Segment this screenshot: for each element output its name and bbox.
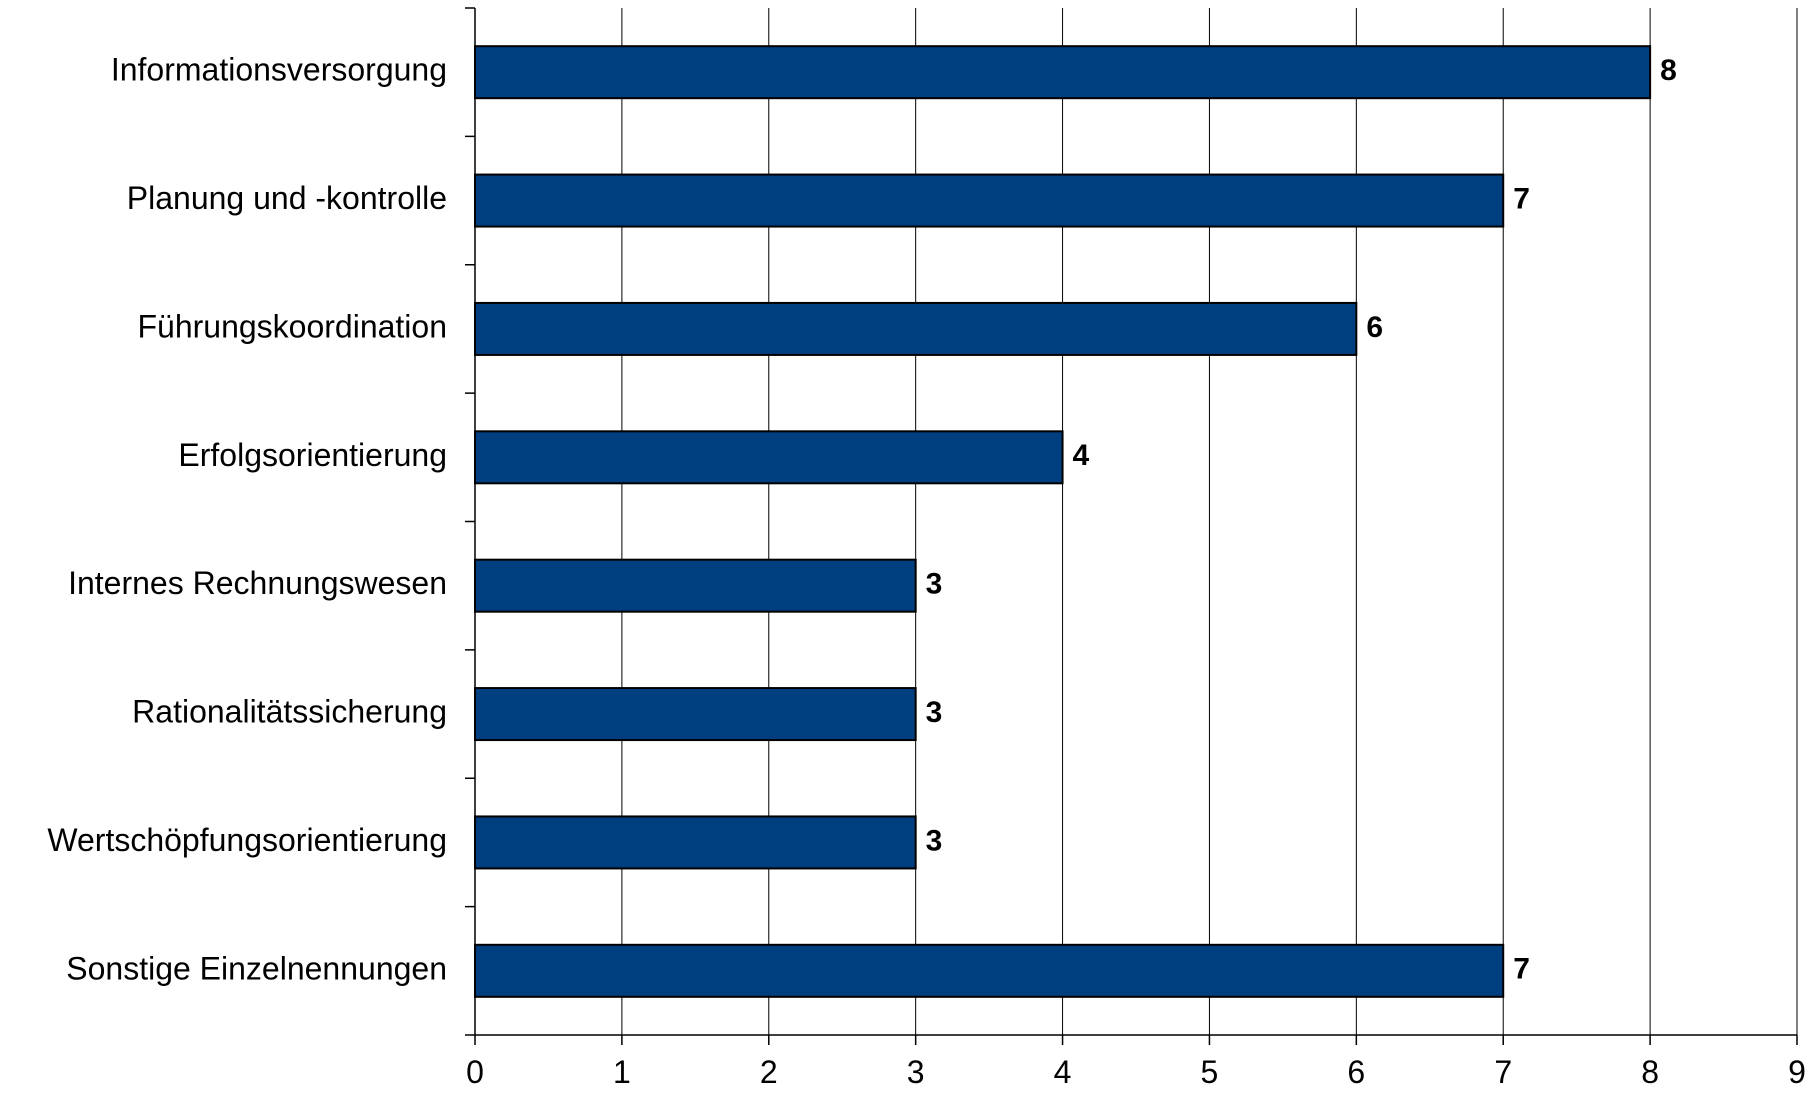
- x-tick-label: 9: [1788, 1054, 1806, 1090]
- bar: [474, 558, 917, 613]
- bar: [474, 45, 1652, 100]
- value-label: 4: [1073, 439, 1090, 472]
- category-label: Internes Rechnungswesen: [68, 565, 447, 601]
- bar: [474, 173, 1505, 228]
- bar: [474, 687, 917, 742]
- bar: [474, 430, 1064, 485]
- bar: [474, 301, 1358, 356]
- category-label: Rationalitätssicherung: [132, 694, 447, 730]
- category-label: Führungskoordination: [137, 308, 447, 344]
- x-tick-label: 5: [1201, 1054, 1219, 1090]
- value-label: 3: [926, 824, 943, 857]
- value-label: 7: [1513, 182, 1530, 215]
- category-label: Informationsversorgung: [111, 52, 447, 88]
- value-label: 3: [926, 568, 943, 601]
- value-label: 8: [1660, 54, 1677, 87]
- category-label: Wertschöpfungsorientierung: [47, 822, 447, 858]
- x-tick-label: 1: [613, 1054, 631, 1090]
- x-tick-label: 8: [1641, 1054, 1659, 1090]
- x-tick-label: 6: [1347, 1054, 1365, 1090]
- value-label: 3: [926, 696, 943, 729]
- value-label: 6: [1366, 311, 1383, 344]
- axes: [465, 7, 1798, 1045]
- value-label: 7: [1513, 953, 1530, 986]
- grid-lines: [621, 8, 1798, 1035]
- x-tick-label: 7: [1494, 1054, 1512, 1090]
- category-labels: Informationsversorgung Planung und -kontr…: [47, 52, 447, 987]
- value-labels: 8 7 6 4 3 3 3 7: [926, 54, 1677, 986]
- x-tick-label: 2: [760, 1054, 778, 1090]
- x-tick-label: 3: [907, 1054, 925, 1090]
- category-label: Planung und -kontrolle: [127, 180, 447, 216]
- bars: [474, 45, 1652, 998]
- bar: [474, 815, 917, 870]
- bar: [474, 943, 1505, 998]
- x-tick-label: 4: [1054, 1054, 1072, 1090]
- category-label: Sonstige Einzelnennungen: [66, 950, 447, 986]
- category-label: Erfolgsorientierung: [178, 437, 447, 473]
- x-tick-labels: 0 1 2 3 4 5 6 7 8 9: [466, 1054, 1806, 1090]
- x-tick-label: 0: [466, 1054, 484, 1090]
